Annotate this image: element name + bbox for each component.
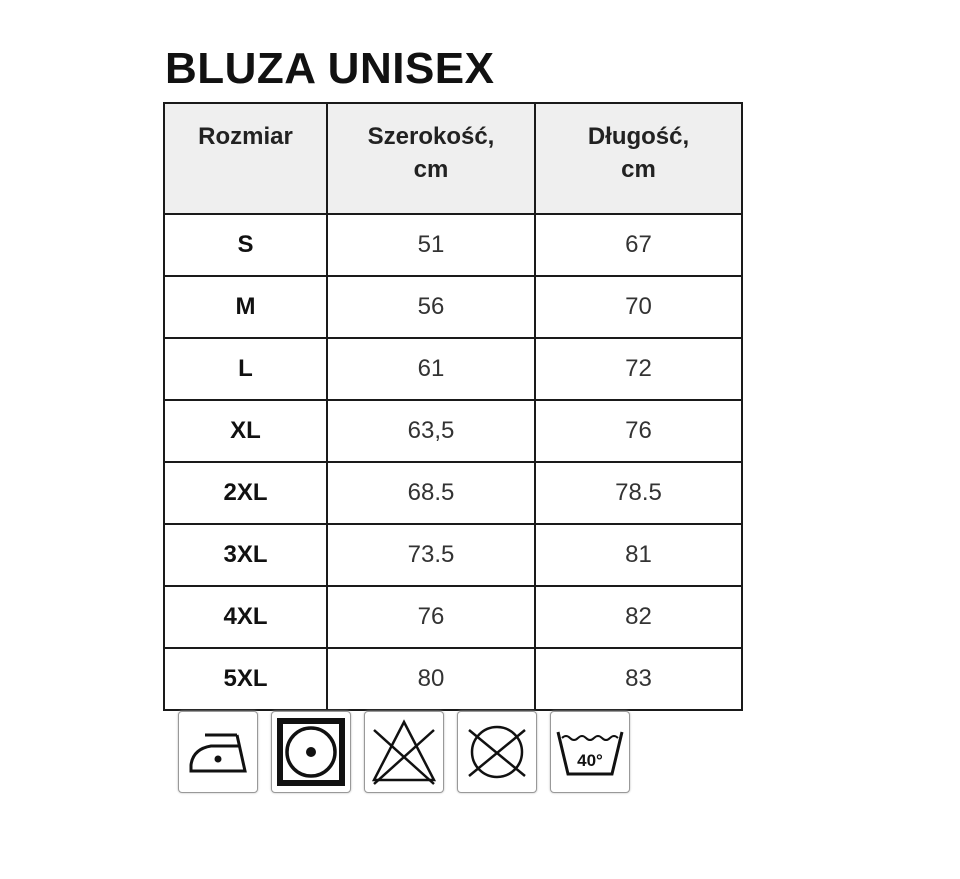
header-length: Długość, cm bbox=[534, 102, 743, 215]
iron-low-temperature-icon bbox=[178, 711, 258, 793]
cell-width: 63,5 bbox=[326, 399, 536, 463]
cell-length: 82 bbox=[534, 585, 743, 649]
tumble-dry-low-icon bbox=[271, 711, 351, 793]
table-row: 4XL 76 82 bbox=[163, 585, 743, 649]
table-row: S 51 67 bbox=[163, 213, 743, 277]
header-size: Rozmiar bbox=[163, 102, 328, 215]
cell-width: 68.5 bbox=[326, 461, 536, 525]
cell-length: 78.5 bbox=[534, 461, 743, 525]
cell-length: 83 bbox=[534, 647, 743, 711]
header-width: Szerokość, cm bbox=[326, 102, 536, 215]
cell-width: 51 bbox=[326, 213, 536, 277]
cell-length: 70 bbox=[534, 275, 743, 339]
cell-size: 5XL bbox=[163, 647, 328, 711]
table-row: L 61 72 bbox=[163, 337, 743, 401]
cell-size: 2XL bbox=[163, 461, 328, 525]
do-not-dry-clean-icon bbox=[457, 711, 537, 793]
cell-width: 73.5 bbox=[326, 523, 536, 587]
do-not-bleach-icon bbox=[364, 711, 444, 793]
care-icons: 40° bbox=[178, 711, 630, 793]
cell-width: 61 bbox=[326, 337, 536, 401]
table-row: 2XL 68.5 78.5 bbox=[163, 461, 743, 525]
wash-40-icon: 40° bbox=[550, 711, 630, 793]
header-width-label: Szerokość, bbox=[367, 123, 495, 150]
cell-size: S bbox=[163, 213, 328, 277]
header-length-label: Długość, bbox=[587, 123, 690, 150]
table-row: 5XL 80 83 bbox=[163, 647, 743, 711]
page-title: BLUZA UNISEX bbox=[165, 44, 495, 93]
table-header-row: Rozmiar Szerokość, cm Długość, cm bbox=[163, 102, 743, 215]
cell-size: XL bbox=[163, 399, 328, 463]
header-size-label: Rozmiar bbox=[198, 123, 293, 150]
header-width-unit: cm bbox=[413, 156, 449, 183]
cell-length: 72 bbox=[534, 337, 743, 401]
cell-size: L bbox=[163, 337, 328, 401]
wash-temperature-label: 40° bbox=[577, 751, 603, 770]
size-table: Rozmiar Szerokość, cm Długość, cm S 51 67 M 56… bbox=[163, 102, 743, 711]
table-row: 3XL 73.5 81 bbox=[163, 523, 743, 587]
cell-width: 56 bbox=[326, 275, 536, 339]
header-length-unit: cm bbox=[621, 156, 656, 183]
table-row: M 56 70 bbox=[163, 275, 743, 339]
cell-width: 76 bbox=[326, 585, 536, 649]
cell-length: 81 bbox=[534, 523, 743, 587]
cell-size: M bbox=[163, 275, 328, 339]
table-row: XL 63,5 76 bbox=[163, 399, 743, 463]
cell-size: 4XL bbox=[163, 585, 328, 649]
cell-length: 67 bbox=[534, 213, 743, 277]
cell-size: 3XL bbox=[163, 523, 328, 587]
cell-length: 76 bbox=[534, 399, 743, 463]
cell-width: 80 bbox=[326, 647, 536, 711]
